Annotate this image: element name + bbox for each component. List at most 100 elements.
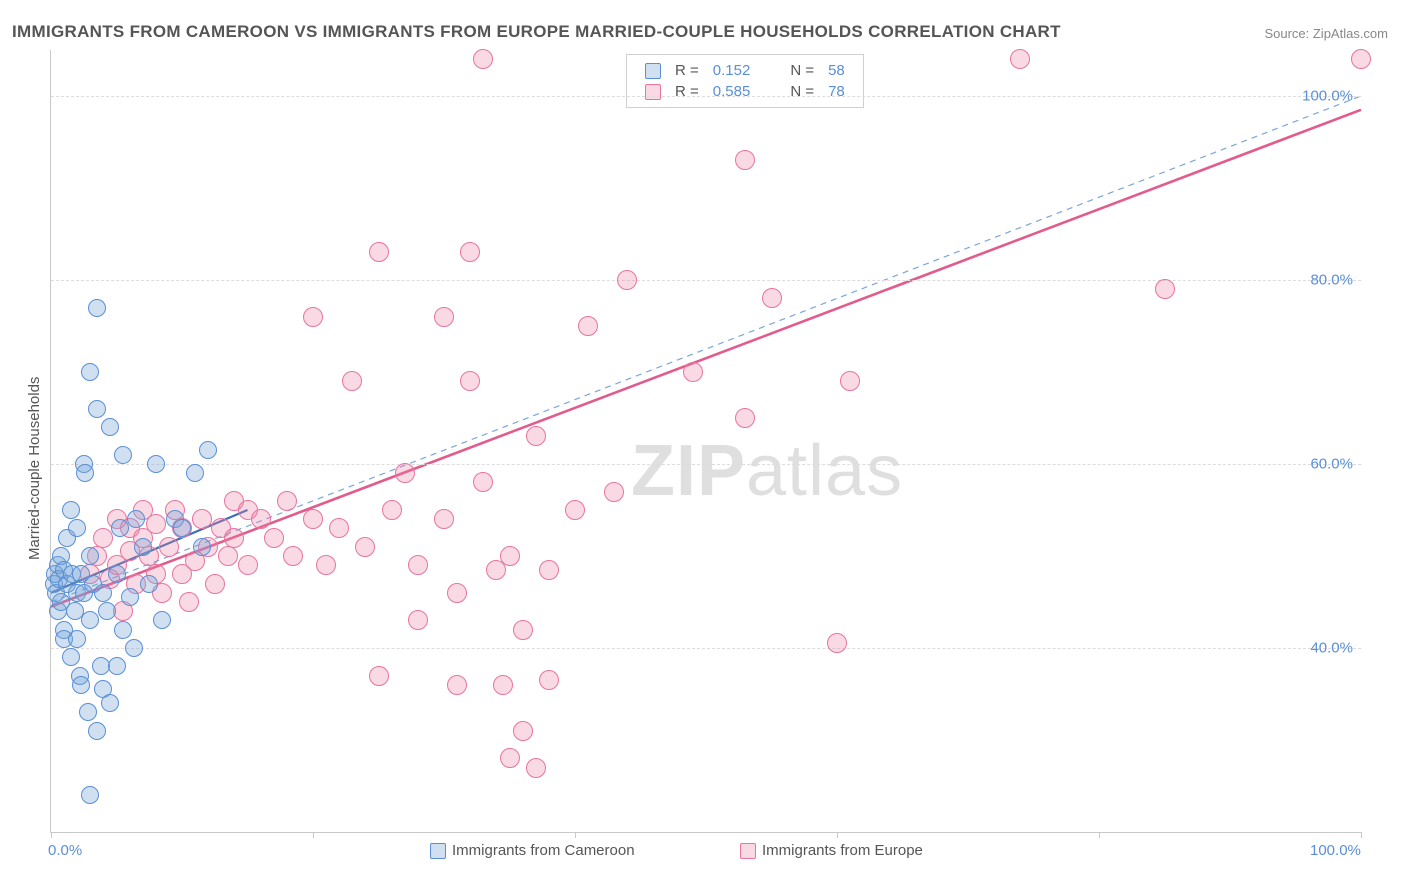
scatter-point-series-a [81, 547, 99, 565]
scatter-point-series-b [408, 555, 428, 575]
scatter-point-series-a [114, 446, 132, 464]
source-attribution: Source: ZipAtlas.com [1264, 26, 1388, 41]
scatter-point-series-b [146, 514, 166, 534]
scatter-point-series-b [539, 560, 559, 580]
gridline [51, 464, 1361, 465]
scatter-point-series-a [98, 602, 116, 620]
scatter-point-series-a [94, 584, 112, 602]
y-axis-tick-label: 60.0% [1310, 456, 1353, 473]
trend-line [51, 96, 1361, 602]
scatter-point-series-b [369, 666, 389, 686]
scatter-point-series-b [395, 463, 415, 483]
legend-item-series-a: Immigrants from Cameroon [430, 842, 635, 859]
scatter-point-series-b [565, 500, 585, 520]
scatter-point-series-b [840, 371, 860, 391]
scatter-point-series-b [316, 555, 336, 575]
scatter-point-series-b [1351, 49, 1371, 69]
scatter-point-series-b [179, 592, 199, 612]
series-b-swatch [645, 84, 661, 100]
correlation-legend: R = 0.152 N = 58 R = 0.585 N = 78 [626, 54, 864, 108]
scatter-point-series-b [526, 426, 546, 446]
scatter-point-series-a [62, 648, 80, 666]
scatter-point-series-b [224, 528, 244, 548]
scatter-point-series-b [460, 242, 480, 262]
trend-lines-layer [51, 50, 1361, 832]
scatter-point-series-b [827, 633, 847, 653]
scatter-point-series-a [173, 519, 191, 537]
x-axis-tick [51, 832, 52, 838]
scatter-point-series-a [114, 621, 132, 639]
scatter-point-series-a [199, 441, 217, 459]
y-axis-tick-label: 80.0% [1310, 272, 1353, 289]
scatter-point-series-a [101, 694, 119, 712]
series-b-n-value: 78 [822, 82, 851, 101]
scatter-point-series-b [192, 509, 212, 529]
scatter-point-series-b [329, 518, 349, 538]
scatter-point-series-b [735, 408, 755, 428]
series-a-n-value: 58 [822, 61, 851, 80]
x-axis-tick [1099, 832, 1100, 838]
scatter-plot-area: ZIPatlas R = 0.152 N = 58 R = 0.585 N [50, 50, 1361, 833]
scatter-point-series-b [513, 620, 533, 640]
scatter-point-series-a [140, 575, 158, 593]
gridline [51, 648, 1361, 649]
scatter-point-series-a [88, 299, 106, 317]
series-b-swatch [740, 843, 756, 859]
scatter-point-series-b [408, 610, 428, 630]
scatter-point-series-a [81, 611, 99, 629]
x-axis-tick [575, 832, 576, 838]
scatter-point-series-b [303, 307, 323, 327]
scatter-point-series-b [251, 509, 271, 529]
scatter-point-series-b [447, 583, 467, 603]
scatter-point-series-b [493, 675, 513, 695]
series-a-r-value: 0.152 [707, 61, 757, 80]
x-axis-tick [1361, 832, 1362, 838]
scatter-point-series-b [382, 500, 402, 520]
scatter-point-series-a [134, 538, 152, 556]
scatter-point-series-b [735, 150, 755, 170]
scatter-point-series-a [81, 786, 99, 804]
scatter-point-series-a [193, 538, 211, 556]
scatter-point-series-a [121, 588, 139, 606]
scatter-point-series-b [238, 555, 258, 575]
scatter-point-series-b [762, 288, 782, 308]
chart-title: IMMIGRANTS FROM CAMEROON VS IMMIGRANTS F… [12, 22, 1061, 42]
series-a-swatch [430, 843, 446, 859]
legend-item-series-b: Immigrants from Europe [740, 842, 923, 859]
x-axis-tick-max: 100.0% [1310, 842, 1361, 859]
scatter-point-series-a [79, 703, 97, 721]
scatter-point-series-b [277, 491, 297, 511]
scatter-point-series-b [617, 270, 637, 290]
source-label: Source: [1264, 26, 1312, 41]
scatter-point-series-a [62, 501, 80, 519]
series-b-r-value: 0.585 [707, 82, 757, 101]
n-label: N = [784, 61, 820, 80]
gridline [51, 96, 1361, 97]
scatter-point-series-a [127, 510, 145, 528]
scatter-point-series-a [147, 455, 165, 473]
x-axis-tick [837, 832, 838, 838]
scatter-point-series-b [205, 574, 225, 594]
series-a-name: Immigrants from Cameroon [452, 842, 635, 859]
scatter-point-series-a [101, 418, 119, 436]
r-label: R = [669, 82, 705, 101]
y-axis-tick-label: 40.0% [1310, 640, 1353, 657]
scatter-point-series-b [434, 509, 454, 529]
scatter-point-series-b [218, 546, 238, 566]
scatter-point-series-b [500, 546, 520, 566]
scatter-point-series-b [159, 537, 179, 557]
scatter-point-series-b [683, 362, 703, 382]
scatter-point-series-a [72, 676, 90, 694]
scatter-point-series-b [447, 675, 467, 695]
scatter-point-series-b [526, 758, 546, 778]
n-label: N = [784, 82, 820, 101]
scatter-point-series-a [186, 464, 204, 482]
x-axis-tick-min: 0.0% [48, 842, 82, 859]
scatter-point-series-a [108, 657, 126, 675]
scatter-point-series-b [303, 509, 323, 529]
scatter-point-series-b [604, 482, 624, 502]
series-b-name: Immigrants from Europe [762, 842, 923, 859]
scatter-point-series-b [500, 748, 520, 768]
source-value: ZipAtlas.com [1313, 26, 1388, 41]
scatter-point-series-b [283, 546, 303, 566]
